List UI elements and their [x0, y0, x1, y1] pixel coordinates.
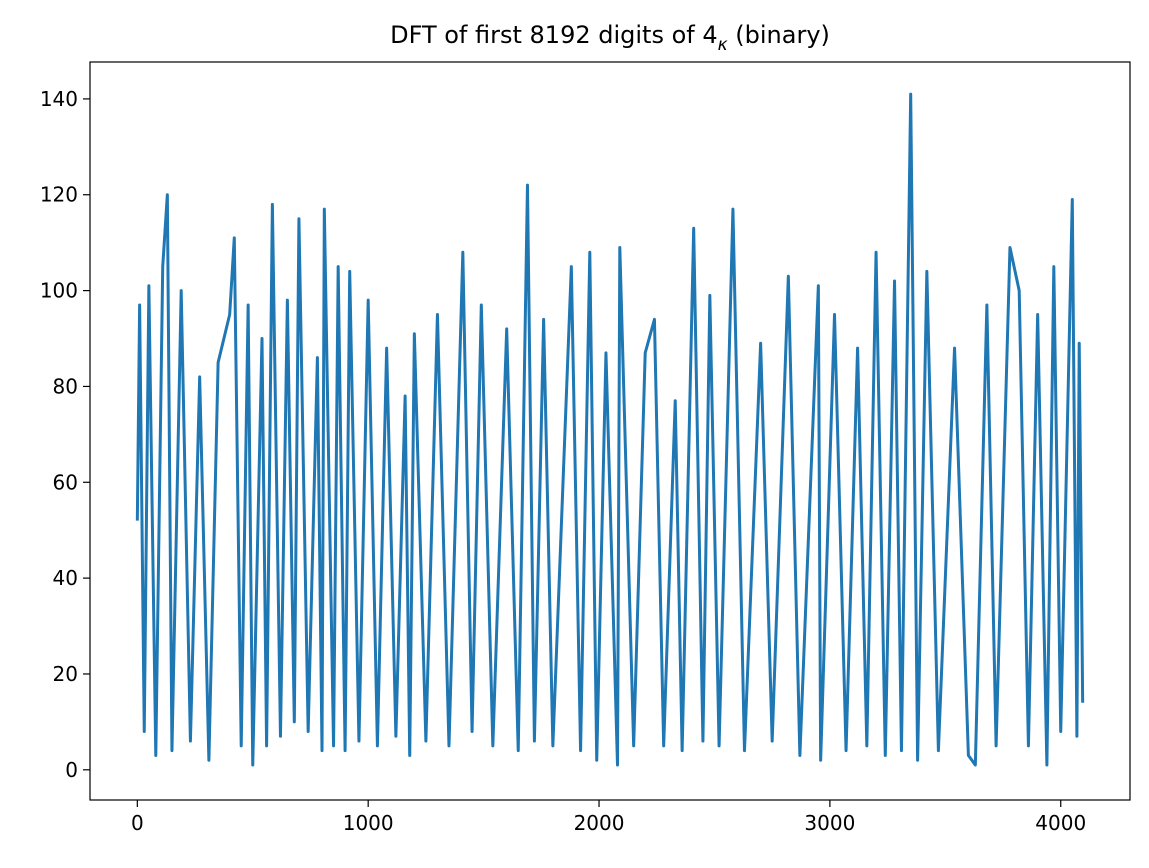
- title-suffix: (binary): [728, 21, 830, 49]
- y-tick-label: 80: [53, 374, 78, 398]
- y-tick-label: 100: [40, 279, 78, 303]
- y-tick-label: 0: [65, 758, 78, 782]
- chart-title: DFT of first 8192 digits of 4κ (binary): [390, 21, 830, 55]
- y-tick-label: 20: [53, 662, 78, 686]
- plot-frame: [89, 61, 1131, 801]
- y-tick-label: 120: [40, 183, 78, 207]
- x-tick-label: 2000: [574, 811, 625, 835]
- title-main: DFT of first 8192 digits of 4: [390, 21, 718, 49]
- x-tick-label: 1000: [343, 811, 394, 835]
- y-tick-label: 40: [53, 566, 78, 590]
- y-tick-label: 140: [40, 87, 78, 111]
- data-line: [135, 92, 1085, 767]
- y-tick-label: 60: [53, 470, 78, 494]
- x-tick-label: 0: [131, 811, 144, 835]
- x-tick-label: 4000: [1035, 811, 1086, 835]
- x-tick-label: 3000: [804, 811, 855, 835]
- title-subscript: κ: [718, 35, 728, 55]
